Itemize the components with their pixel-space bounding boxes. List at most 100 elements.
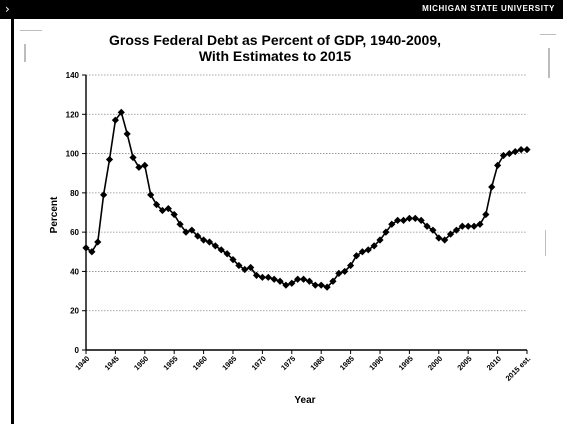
data-point — [458, 222, 466, 230]
x-tick-label: 2015 est. — [504, 354, 533, 383]
data-point — [482, 210, 490, 219]
data-point — [252, 271, 261, 279]
data-point — [305, 277, 314, 285]
y-tick-label: 120 — [66, 110, 80, 119]
y-tick-label: 40 — [70, 267, 79, 276]
x-tick-label: 1960 — [191, 354, 209, 372]
x-axis-ticks: 1940 1945 1950 1955 1960 1965 1970 1975 1980 1985… — [73, 350, 532, 383]
data-point — [105, 155, 114, 164]
data-point — [494, 161, 502, 169]
data-point — [476, 220, 484, 228]
data-point — [176, 220, 184, 228]
data-point — [241, 265, 249, 274]
chart-title-line-2: With Estimates to 2015 — [198, 48, 352, 64]
data-point — [429, 226, 437, 234]
data-point — [182, 228, 190, 236]
data-point — [341, 267, 349, 276]
data-points — [82, 108, 531, 291]
data-point — [247, 263, 255, 272]
data-point — [505, 149, 513, 158]
data-point — [123, 130, 131, 138]
data-point — [170, 210, 178, 219]
data-point — [217, 246, 225, 254]
data-point — [435, 234, 443, 242]
x-tick-label: 1990 — [367, 354, 385, 372]
scan-artifact — [545, 230, 546, 256]
x-tick-label: 1980 — [308, 354, 326, 372]
y-tick-label: 60 — [70, 228, 79, 237]
data-point — [135, 163, 143, 171]
data-point — [152, 201, 161, 209]
x-tick-label: 1970 — [250, 354, 268, 372]
x-tick-label: 1945 — [103, 354, 121, 372]
data-point — [470, 222, 478, 230]
data-point — [370, 242, 378, 250]
data-point — [82, 244, 90, 252]
data-point — [111, 116, 119, 124]
data-point — [158, 206, 167, 215]
chart-title: Gross Federal Debt as Percent of GDP, 19… — [40, 32, 510, 64]
scan-artifact — [24, 44, 26, 62]
data-point — [376, 236, 384, 244]
data-point — [94, 238, 102, 246]
data-point — [394, 216, 402, 224]
slide-edge-rule — [11, 19, 14, 424]
data-point — [270, 275, 278, 283]
data-point — [258, 273, 266, 281]
data-point — [311, 281, 319, 289]
y-tick-label: 80 — [70, 189, 79, 198]
scan-artifact — [540, 34, 556, 35]
data-point — [335, 269, 343, 277]
data-point — [299, 275, 308, 283]
x-tick-label: 1985 — [338, 354, 356, 372]
data-point — [411, 214, 419, 222]
data-point — [194, 232, 202, 240]
data-point — [405, 214, 413, 222]
data-point — [329, 277, 337, 285]
data-point — [464, 222, 472, 230]
chart-title-line-1: Gross Federal Debt as Percent of GDP, 19… — [108, 32, 441, 48]
data-point — [499, 151, 508, 160]
data-point — [229, 256, 237, 264]
data-point — [117, 108, 125, 116]
data-point — [294, 275, 302, 283]
data-point — [511, 148, 519, 156]
top-banner: › MICHIGAN STATE UNIVERSITY — [0, 0, 563, 19]
data-point — [517, 146, 525, 154]
data-point — [317, 281, 325, 289]
data-point — [200, 236, 208, 244]
data-point — [347, 261, 355, 270]
y-axis-ticks: 0 20 40 60 80 100 120 140 — [66, 71, 86, 355]
data-point — [141, 161, 149, 169]
x-tick-label: 1940 — [73, 354, 91, 372]
x-tick-label: 2010 — [485, 354, 503, 372]
axes — [85, 75, 527, 351]
university-brand: MICHIGAN STATE UNIVERSITY — [422, 4, 555, 13]
series-line — [85, 110, 527, 289]
data-point — [523, 146, 531, 154]
data-point — [88, 248, 96, 256]
data-point — [223, 250, 231, 258]
data-point — [358, 248, 366, 256]
x-tick-label: 1995 — [397, 354, 415, 372]
scan-artifact — [548, 48, 550, 78]
data-point — [399, 216, 408, 224]
y-tick-label: 100 — [66, 150, 80, 159]
data-point — [100, 191, 108, 199]
data-point — [205, 238, 214, 246]
data-point — [382, 228, 390, 236]
data-point — [147, 191, 155, 199]
data-point — [441, 236, 449, 244]
data-point — [188, 226, 196, 234]
x-tick-label: 1955 — [161, 354, 179, 372]
x-tick-label: 1975 — [279, 354, 297, 372]
data-point — [282, 281, 290, 289]
data-point — [446, 230, 455, 238]
chevron-right-icon[interactable]: › — [5, 2, 10, 16]
data-point — [364, 246, 372, 254]
data-point — [288, 279, 296, 287]
x-tick-label: 1965 — [220, 354, 238, 372]
data-point — [488, 183, 496, 191]
y-axis-label: Percent — [49, 196, 60, 233]
